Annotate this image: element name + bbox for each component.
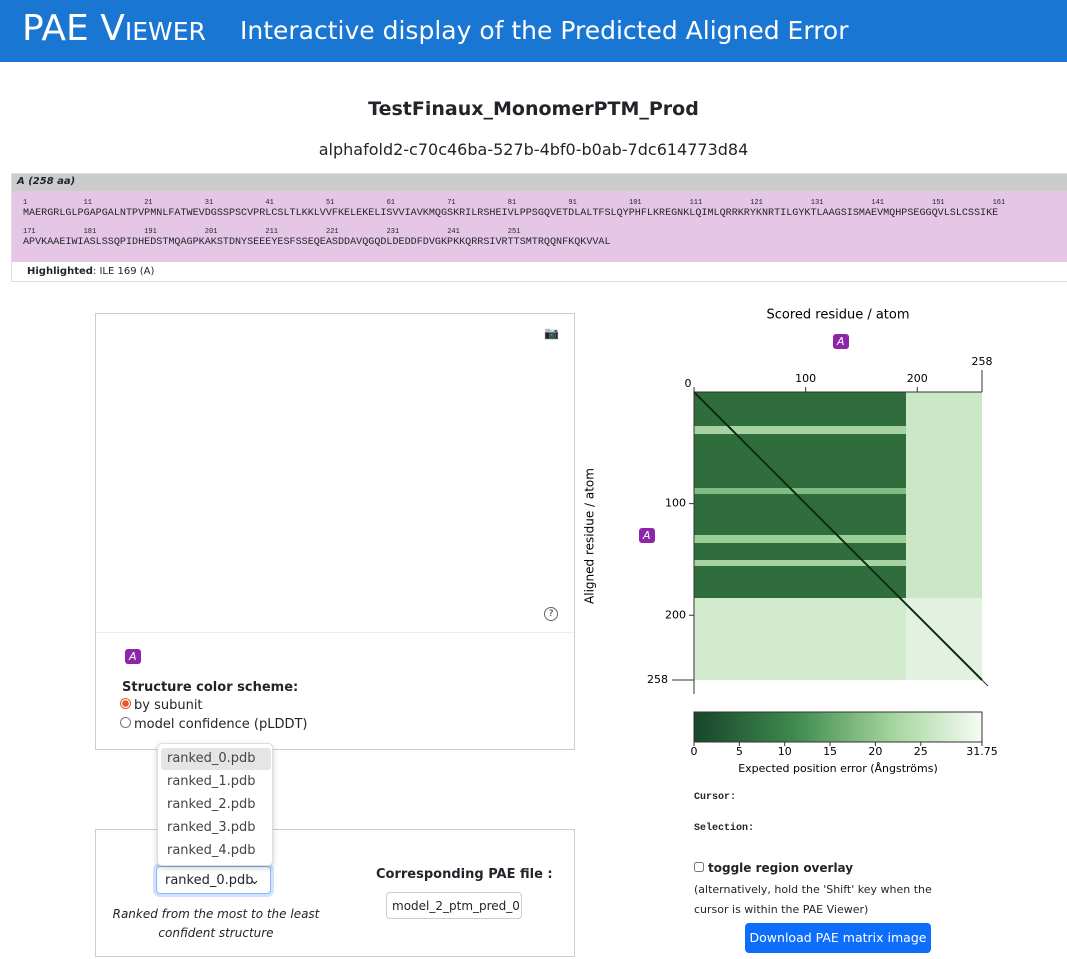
chain-badge: A — [833, 334, 849, 349]
project-name: TestFinaux_MonomerPTM_Prod — [368, 98, 699, 120]
residue-number: 101 — [629, 199, 642, 207]
residue-number: 11 — [83, 199, 92, 207]
residue-number: 51 — [326, 199, 335, 207]
residue-sequence: MAERGRLGLPGAPGALNTPVPMNLFATWEVDGSSPSCVPR… — [23, 208, 999, 219]
residue-number: 61 — [386, 199, 395, 207]
y-axis-label: Aligned residue / atom — [583, 468, 597, 604]
residue-number: 151 — [932, 199, 945, 207]
residue-number: 251 — [507, 228, 521, 236]
residue-number: 71 — [447, 199, 456, 207]
residue-number: 181 — [83, 228, 97, 236]
residue-number: 221 — [326, 228, 339, 236]
chain-label: A (258 aa) — [17, 176, 76, 187]
help-icon[interactable]: ? — [544, 607, 558, 621]
colorbar-tick-label: 31.75 — [966, 745, 998, 758]
residue-number: 171 — [23, 228, 36, 236]
selection-label: Selection: — [694, 823, 755, 834]
structure-panel: 📷 ? A Structure color scheme: by subunit… — [95, 313, 575, 750]
residue-number: 31 — [204, 199, 214, 207]
residue-number: 21 — [144, 199, 153, 207]
highlight-label: Highlighted — [27, 266, 93, 277]
colorbar-label: Expected position error (Ångströms) — [738, 762, 938, 775]
colorbar-tick-label: 5 — [736, 745, 743, 758]
option-label: model confidence (pLDDT) — [134, 717, 308, 732]
color-scheme-label: Structure color scheme: — [122, 680, 299, 695]
overlay-checkbox[interactable] — [694, 862, 704, 872]
pae-file-input[interactable]: model_2_ptm_pred_0 — [386, 892, 522, 919]
pae-file-label: Corresponding PAE file : — [376, 867, 553, 882]
x-tick-label: 100 — [795, 372, 816, 385]
residue-number: 41 — [265, 199, 274, 207]
x-tick-label: 0 — [685, 377, 692, 390]
colorbar — [693, 711, 983, 743]
y-tick-label: 200 — [665, 608, 686, 621]
app-subtitle: Interactive display of the Predicted Ali… — [240, 16, 849, 45]
file-option[interactable]: ranked_4.pdb — [167, 843, 256, 858]
residue-number: 211 — [265, 228, 278, 236]
residue-number: 231 — [386, 228, 400, 236]
file-panel: ranked_0.pdb ⌄ Ranked from the most to th… — [95, 829, 575, 957]
x-axis-label: Scored residue / atom — [766, 308, 909, 323]
pae-heatmap — [693, 391, 989, 687]
residue-number: 81 — [507, 199, 517, 207]
file-option[interactable]: ranked_3.pdb — [167, 820, 256, 835]
radio-subunit[interactable] — [120, 698, 131, 709]
selected-file: ranked_0.pdb — [165, 873, 254, 888]
chain-badge: A — [125, 649, 141, 664]
colorbar-tick-label: 0 — [691, 745, 698, 758]
colorbar-tick-label: 10 — [778, 745, 792, 758]
app-title: PAE Viewer — [22, 8, 206, 49]
overlay-label: toggle region overlay — [708, 861, 854, 875]
file-select[interactable]: ranked_0.pdb ⌄ — [156, 866, 271, 894]
file-option[interactable]: ranked_0.pdb — [161, 748, 271, 770]
download-button[interactable]: Download PAE matrix image — [745, 923, 931, 953]
sequence-panel: A (258 aa) 1 11 21 31 41 51 61 71 81 91 101 111 121 1… — [11, 173, 1067, 282]
residue-number: 111 — [689, 199, 703, 207]
residue-number: 161 — [992, 199, 1006, 207]
option-label: by subunit — [134, 698, 203, 713]
residue-number: 141 — [871, 199, 884, 207]
y-tick-label: 258 — [647, 673, 668, 686]
residue-sequence: APVKAAEIWIASLSSQPIDHEDSTMQAGPKAKSTDNYSEE… — [23, 237, 611, 248]
chain-badge: A — [639, 528, 655, 543]
highlight-value: : ILE 169 (A) — [92, 266, 155, 277]
residue-number: 131 — [810, 199, 824, 207]
colorbar-tick-label: 25 — [914, 745, 928, 758]
overlay-hint: (alternatively, hold the 'Shift' key whe… — [694, 883, 932, 916]
residue-number: 91 — [568, 199, 577, 207]
file-option[interactable]: ranked_1.pdb — [167, 774, 256, 789]
residue-number: 241 — [447, 228, 460, 236]
radio-plddt[interactable] — [120, 717, 131, 728]
project-id: alphafold2-c70c46ba-527b-4bf0-b0ab-7dc61… — [318, 140, 749, 159]
y-tick-label: 100 — [665, 497, 686, 510]
colorbar-tick-label: 15 — [823, 745, 837, 758]
residue-number: 201 — [204, 228, 218, 236]
header-bar — [0, 0, 1067, 62]
residue-number: 121 — [750, 199, 763, 207]
x-tick-label: 258 — [972, 355, 993, 368]
x-tick-label: 200 — [907, 372, 928, 385]
cursor-label: Cursor: — [694, 792, 737, 803]
residue-number: 1 — [23, 199, 28, 207]
residue-number: 191 — [144, 228, 157, 236]
colorbar-tick-label: 20 — [868, 745, 882, 758]
file-option[interactable]: ranked_2.pdb — [167, 797, 256, 812]
ranking-note: Ranked from the most to the least confid… — [112, 907, 320, 940]
camera-icon[interactable]: 📷 — [544, 326, 559, 340]
